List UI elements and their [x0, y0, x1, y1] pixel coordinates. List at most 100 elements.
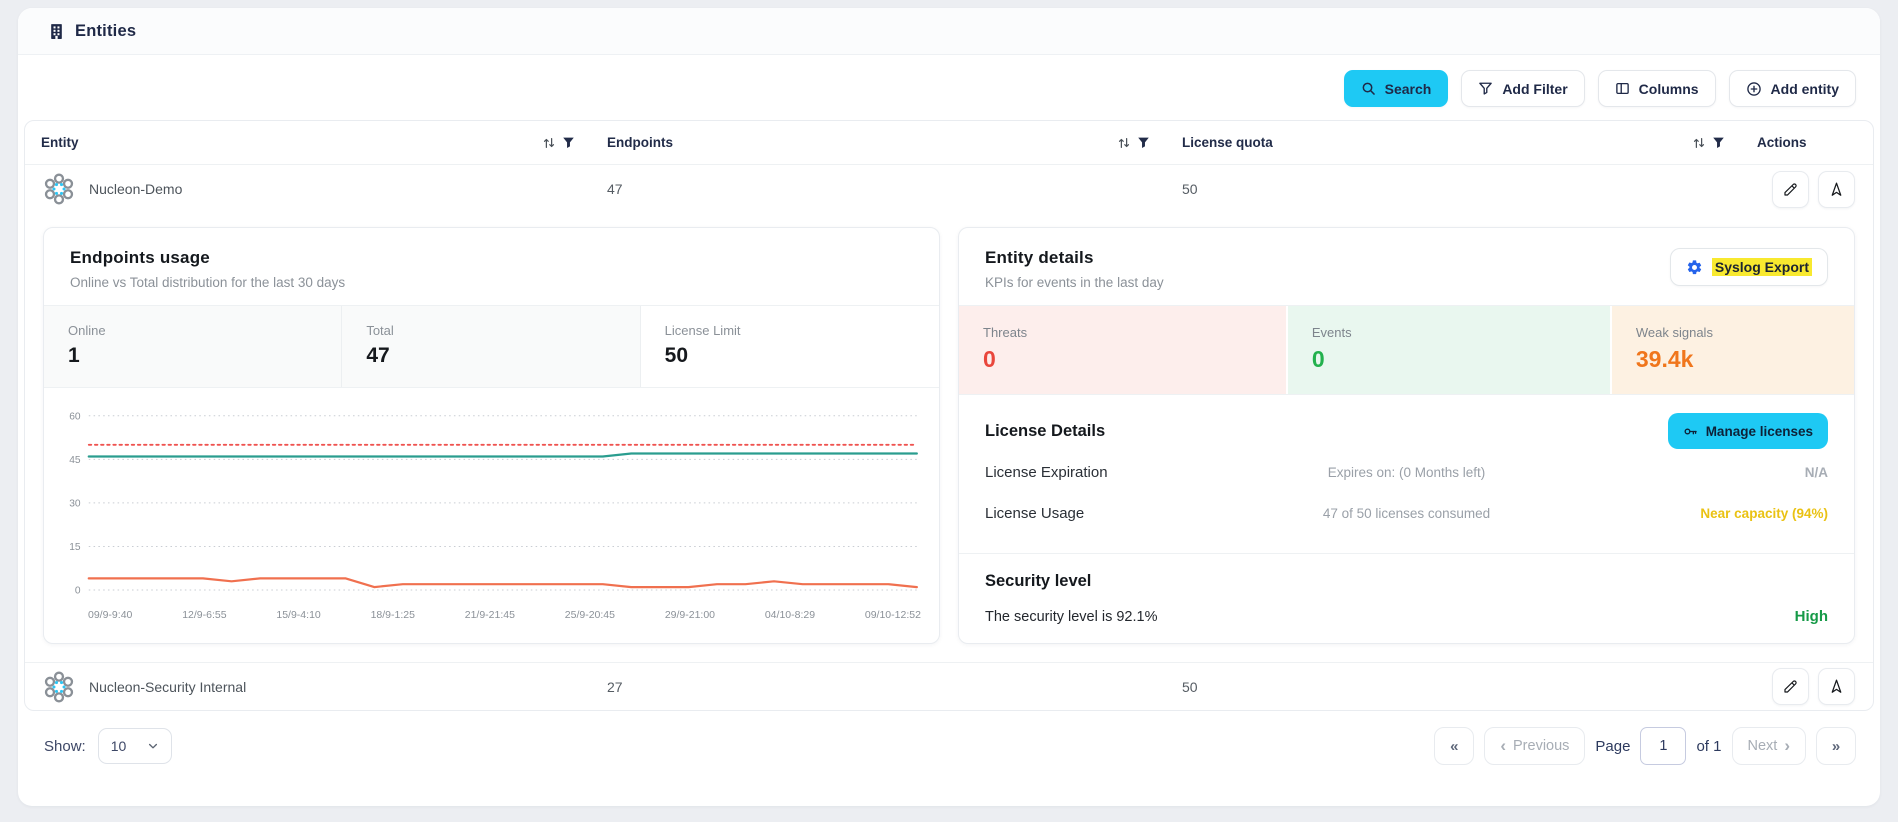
- navigate-entity-button[interactable]: [1818, 668, 1855, 705]
- endpoints-value: 47: [607, 181, 623, 197]
- columns-button[interactable]: Columns: [1597, 70, 1716, 107]
- entity-name: Nucleon-Demo: [89, 181, 183, 197]
- stat-total-label: Total: [366, 323, 394, 338]
- entity-details-title: Entity details: [985, 248, 1094, 267]
- edit-entity-button[interactable]: [1772, 668, 1809, 705]
- navigate-entity-button[interactable]: [1818, 170, 1855, 208]
- stat-online-value: 1: [68, 344, 80, 367]
- stat-license-limit-value: 50: [664, 344, 689, 367]
- add-entity-label: Add entity: [1770, 80, 1839, 97]
- previous-page-button[interactable]: ‹ Previous: [1484, 727, 1586, 765]
- last-page-button[interactable]: »: [1816, 727, 1856, 765]
- chevron-down-icon: [148, 743, 157, 749]
- stat-total: Total 47: [342, 306, 641, 387]
- license-expiration-value: N/A: [1804, 465, 1828, 480]
- search-button-label: Search: [1384, 80, 1432, 97]
- previous-label: Previous: [1513, 738, 1570, 754]
- security-level-section: Security level The security level is 92.…: [959, 554, 1854, 643]
- columns-icon: [1615, 82, 1629, 95]
- actions-column-label: Actions: [1757, 135, 1807, 150]
- pencil-icon: [1784, 182, 1797, 196]
- table-header: Entity Endpoints: [25, 121, 1873, 165]
- kpi-weak-signals: Weak signals 39.4k: [1611, 306, 1854, 394]
- table-row[interactable]: Nucleon-Demo 47 50: [25, 165, 1873, 213]
- license-quota-value: 50: [1182, 678, 1198, 695]
- show-label: Show:: [44, 737, 86, 755]
- svg-text:60: 60: [69, 411, 81, 422]
- page-of-label: of 1: [1696, 737, 1722, 755]
- page-size-value: 10: [110, 738, 127, 754]
- x-tick-label: 09/9-9:40: [88, 609, 133, 621]
- security-level-badge: High: [1794, 608, 1828, 625]
- svg-text:30: 30: [69, 498, 81, 509]
- usage-stats: Online 1 Total 47 License Limit 50: [44, 306, 939, 388]
- line-chart: 0 15 30 45 60: [69, 411, 918, 596]
- navigation-arrow-icon: [1831, 679, 1842, 693]
- page-number-input[interactable]: [1640, 727, 1687, 765]
- kpi-threats-label: Threats: [983, 325, 1028, 340]
- kpi-weak-signals-label: Weak signals: [1635, 325, 1713, 340]
- columns-label: Columns: [1638, 80, 1699, 97]
- edit-entity-button[interactable]: [1772, 170, 1809, 208]
- filter-icon[interactable]: [562, 136, 575, 149]
- add-entity-button[interactable]: Add entity: [1728, 70, 1856, 107]
- filter-icon[interactable]: [1137, 136, 1150, 149]
- page-title: Entities: [75, 21, 137, 40]
- stat-license-limit: License Limit 50: [641, 306, 939, 387]
- chevron-right-icon: ›: [1784, 736, 1790, 755]
- double-chevron-right-icon: »: [1831, 737, 1841, 755]
- sort-icon[interactable]: [1692, 136, 1706, 150]
- x-tick-label: 25/9-20:45: [564, 609, 615, 621]
- top-bar: Entities: [18, 8, 1880, 55]
- next-label: Next: [1747, 738, 1778, 754]
- navigation-arrow-icon: [1831, 182, 1842, 196]
- kpi-row: Threats 0 Events 0 Weak signals 39.4k: [959, 306, 1854, 395]
- entity-details-subtitle: KPIs for events in the last day: [985, 275, 1164, 290]
- kpi-events-value: 0: [1311, 346, 1325, 372]
- search-button[interactable]: Search: [1343, 70, 1449, 107]
- add-filter-button[interactable]: Add Filter: [1461, 70, 1585, 107]
- plus-circle-icon: [1746, 81, 1761, 96]
- entity-logo-icon: [44, 173, 74, 205]
- first-page-button[interactable]: «: [1434, 727, 1475, 765]
- license-usage-label: License Usage: [985, 505, 1085, 522]
- table-row[interactable]: Nucleon-Security Internal 27 50: [25, 662, 1873, 710]
- x-tick-label: 15/9-4:10: [276, 609, 321, 621]
- entity-logo-icon: [44, 671, 74, 702]
- page-container: Entities Search Add Filter Columns: [18, 8, 1880, 806]
- filter-icon[interactable]: [1712, 136, 1725, 149]
- building-icon: [51, 23, 62, 39]
- sort-icon[interactable]: [542, 136, 556, 150]
- license-expiration-label: License Expiration: [985, 464, 1108, 481]
- license-details-title: License Details: [985, 421, 1106, 440]
- kpi-threats-value: 0: [983, 346, 996, 372]
- syslog-export-button[interactable]: Syslog Export: [1669, 248, 1828, 286]
- endpoints-value: 27: [607, 678, 623, 695]
- x-tick-label: 29/9-21:00: [664, 609, 716, 621]
- x-tick-label: 09/10-12:52: [864, 609, 921, 621]
- entity-detail-panel: Endpoints usage Online vs Total distribu…: [25, 213, 1873, 662]
- x-tick-label: 18/9-1:25: [370, 609, 415, 621]
- kpi-events: Events 0: [1287, 306, 1610, 394]
- sort-icon[interactable]: [1117, 136, 1131, 150]
- add-filter-label: Add Filter: [1502, 80, 1568, 97]
- divider: [959, 553, 1854, 554]
- page-size-select[interactable]: 10: [97, 728, 172, 764]
- security-level-title: Security level: [985, 572, 1092, 590]
- license-usage-value: Near capacity (94%): [1700, 506, 1828, 521]
- syslog-export-label: Syslog Export: [1711, 258, 1812, 276]
- key-icon: [1684, 428, 1697, 434]
- endpoints-column-label: Endpoints: [607, 135, 673, 150]
- x-tick-label: 12/9-6:55: [182, 609, 227, 621]
- double-chevron-left-icon: «: [1450, 737, 1459, 755]
- search-icon: [1362, 82, 1375, 95]
- manage-licenses-label: Manage licenses: [1705, 423, 1813, 439]
- next-page-button[interactable]: Next ›: [1731, 727, 1806, 765]
- stat-online: Online 1: [44, 306, 343, 387]
- entity-column-label: Entity: [41, 135, 79, 150]
- entities-table: Entity Endpoints: [24, 120, 1874, 711]
- x-tick-label: 21/9-21:45: [464, 609, 515, 621]
- manage-licenses-button[interactable]: Manage licenses: [1667, 413, 1828, 449]
- stat-license-limit-label: License Limit: [664, 323, 741, 338]
- entity-details-card: Entity details KPIs for events in the la…: [958, 227, 1855, 644]
